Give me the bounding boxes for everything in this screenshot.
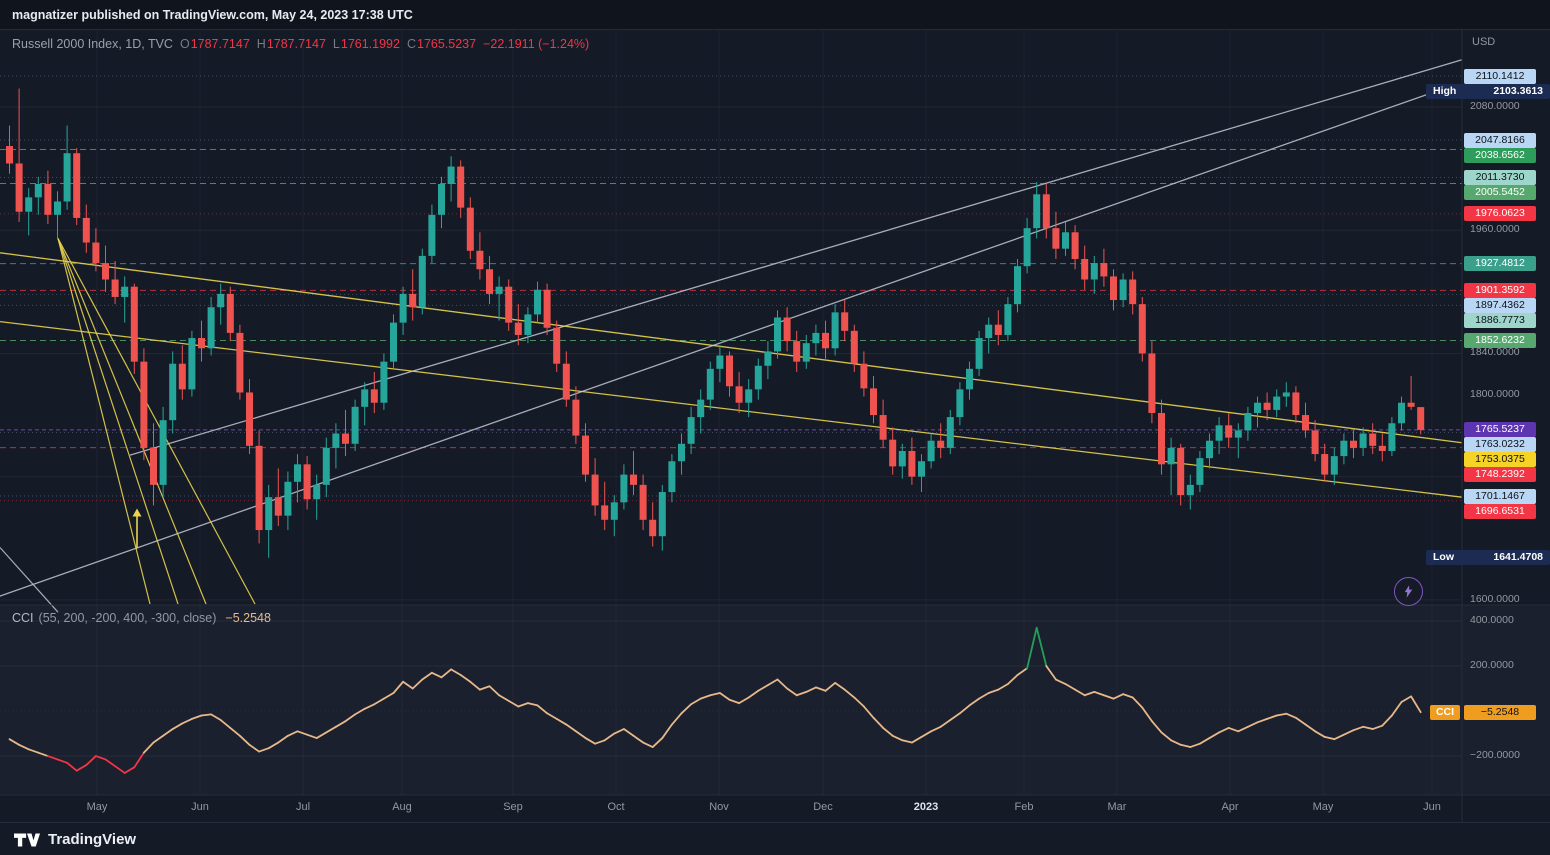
cci-value-badge: −5.2548 — [1464, 704, 1536, 720]
ohlc-o-value: 1787.7147 — [190, 37, 250, 51]
high-price-badge: High 2103.3613 — [1426, 83, 1550, 99]
price-badge: 2011.3730 — [1464, 169, 1536, 185]
price-badge: 2047.8166 — [1464, 132, 1536, 148]
ohlc-c-label: C — [406, 37, 416, 51]
price-scale-label: 1840.0000 — [1470, 346, 1520, 359]
cci-scale-label: 200.0000 — [1470, 659, 1514, 671]
ohlc-l-label: L — [332, 37, 340, 51]
price-scale-label: 2080.0000 — [1470, 100, 1520, 112]
month-label-aug: Aug — [392, 801, 412, 813]
cci-indicator-params: (55, 200, -200, 400, -300, close) — [38, 611, 217, 625]
price-badge: 1753.0375 — [1464, 452, 1536, 468]
brand-name[interactable]: TradingView — [48, 831, 137, 848]
month-label-apr: Apr — [1221, 801, 1239, 813]
publish-bar: magnatizer published on TradingView.com,… — [0, 0, 1550, 29]
ohlc-l-value: 1761.1992 — [340, 37, 400, 51]
ohlc-o-label: O — [179, 37, 190, 51]
cci-indicator-value: −5.2548 — [225, 611, 271, 625]
currency-label: USD — [1472, 36, 1496, 48]
price-badge: 1696.6531 — [1464, 503, 1536, 519]
price-badge: 1901.3592 — [1464, 282, 1536, 298]
symbol-legend[interactable]: Russell 2000 Index, 1D, TVC O1787.7147 H17… — [12, 37, 589, 51]
cci-indicator-name: CCI — [12, 611, 34, 625]
month-label-mar: Mar — [1107, 801, 1127, 813]
month-label-jul: Jul — [295, 801, 311, 813]
month-label-dec: Dec — [813, 801, 833, 813]
change-value: −22.1911 (−1.24%) — [483, 37, 590, 51]
price-badge: 2110.1412 — [1464, 68, 1536, 84]
ohlc-c-value: 1765.5237 — [417, 37, 477, 51]
price-badge: 1701.1467 — [1464, 488, 1536, 504]
price-badge: 1897.4362 — [1464, 297, 1536, 313]
symbol-title: Russell 2000 Index, 1D, TVC — [12, 37, 173, 51]
price-badge: 2005.5452 — [1464, 184, 1536, 200]
cci-name-badge: CCI — [1430, 704, 1460, 720]
brand-bar: TradingView — [0, 822, 1550, 855]
publish-bar-text: magnatizer published on TradingView.com,… — [12, 7, 413, 22]
boost-button[interactable] — [1394, 577, 1423, 606]
price-scale-label: 1600.0000 — [1470, 592, 1520, 605]
price-badge: 1927.4812 — [1464, 256, 1536, 272]
price-scale-label: 1960.0000 — [1470, 223, 1520, 236]
month-label-may: May — [1312, 801, 1334, 813]
month-label-jun: Jun — [191, 801, 209, 813]
month-label-sep: Sep — [503, 801, 523, 813]
month-label-nov: Nov — [709, 801, 729, 813]
price-badge: 1763.0232 — [1464, 437, 1536, 453]
month-label-feb: Feb — [1014, 801, 1034, 813]
ohlc-h-label: H — [256, 37, 266, 51]
price-badge: 1976.0623 — [1464, 206, 1536, 222]
ohlc-h-value: 1787.7147 — [266, 37, 326, 51]
cci-scale-label: −200.0000 — [1470, 749, 1520, 762]
time-axis[interactable]: May Jun Jul Aug Sep Oct Nov Dec 2023 Feb Mar Apr May… — [0, 795, 1550, 822]
price-badge: 2038.6562 — [1464, 147, 1536, 163]
tradingview-logo[interactable] — [14, 833, 40, 847]
cci-scale-label: 400.0000 — [1470, 613, 1514, 626]
month-label-oct: Oct — [607, 801, 625, 813]
month-label-may: May — [86, 801, 108, 813]
price-badge: 1852.6232 — [1464, 332, 1536, 348]
low-price-badge: Low 1641.4708 — [1426, 549, 1550, 565]
price-badge: 1748.2392 — [1464, 467, 1536, 483]
cci-legend[interactable]: CCI (55, 200, -200, 400, -300, close) −5.2… — [12, 611, 271, 625]
price-badge: 1765.5237 — [1464, 422, 1536, 438]
lightning-icon — [1404, 585, 1413, 598]
price-badge: 1886.7773 — [1464, 312, 1536, 328]
month-label-2023: 2023 — [913, 801, 939, 813]
price-axis[interactable]: USD 2080.0000 1960.0000 1840.0000 1800.0000… — [1426, 30, 1550, 795]
month-label-jun: Jun — [1423, 801, 1441, 813]
price-scale-label: 1800.0000 — [1470, 387, 1520, 400]
